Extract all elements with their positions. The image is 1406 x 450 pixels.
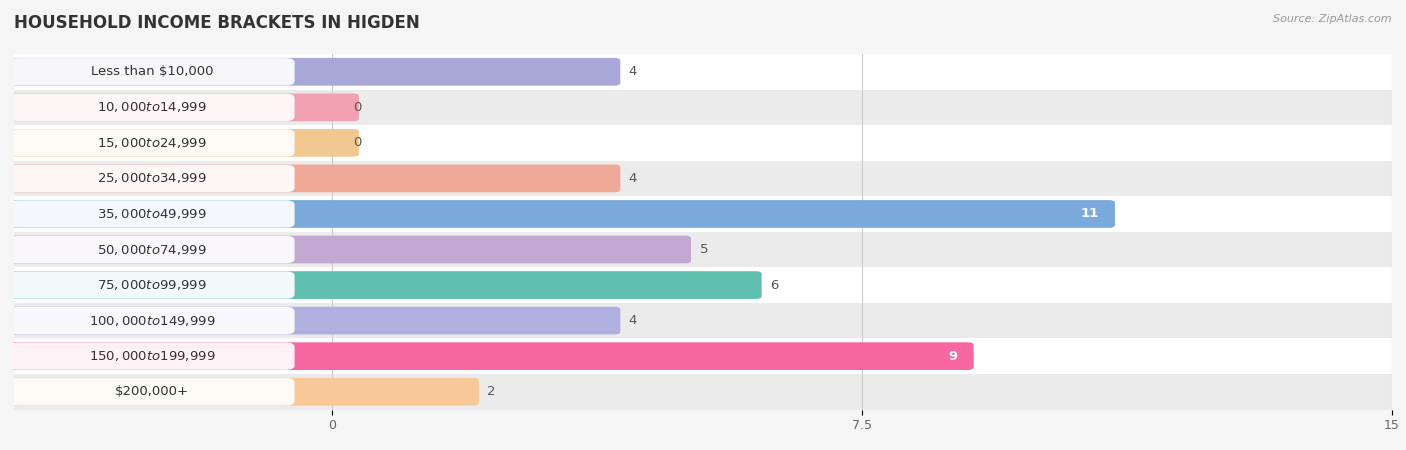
- FancyBboxPatch shape: [8, 200, 1115, 228]
- FancyBboxPatch shape: [8, 165, 620, 192]
- FancyBboxPatch shape: [8, 236, 295, 263]
- FancyBboxPatch shape: [8, 94, 359, 121]
- Text: $50,000 to $74,999: $50,000 to $74,999: [97, 243, 207, 256]
- Bar: [14, 267, 1392, 303]
- FancyBboxPatch shape: [8, 271, 762, 299]
- Bar: [14, 161, 1392, 196]
- FancyBboxPatch shape: [8, 307, 620, 334]
- FancyBboxPatch shape: [8, 236, 690, 263]
- Bar: [14, 90, 1392, 125]
- FancyBboxPatch shape: [8, 378, 479, 405]
- Text: $10,000 to $14,999: $10,000 to $14,999: [97, 100, 207, 114]
- FancyBboxPatch shape: [8, 200, 295, 228]
- FancyBboxPatch shape: [8, 307, 295, 334]
- Text: $25,000 to $34,999: $25,000 to $34,999: [97, 171, 207, 185]
- Bar: [14, 232, 1392, 267]
- FancyBboxPatch shape: [8, 165, 295, 192]
- Text: HOUSEHOLD INCOME BRACKETS IN HIGDEN: HOUSEHOLD INCOME BRACKETS IN HIGDEN: [14, 14, 420, 32]
- Text: 6: 6: [770, 279, 779, 292]
- Text: $75,000 to $99,999: $75,000 to $99,999: [97, 278, 207, 292]
- FancyBboxPatch shape: [8, 58, 620, 86]
- FancyBboxPatch shape: [8, 342, 973, 370]
- Bar: [14, 338, 1392, 374]
- Text: 11: 11: [1080, 207, 1098, 220]
- Text: $200,000+: $200,000+: [115, 385, 188, 398]
- FancyBboxPatch shape: [8, 58, 295, 86]
- Text: $35,000 to $49,999: $35,000 to $49,999: [97, 207, 207, 221]
- Text: 4: 4: [628, 65, 637, 78]
- FancyBboxPatch shape: [8, 378, 295, 405]
- Bar: [14, 54, 1392, 90]
- Bar: [14, 374, 1392, 410]
- Bar: [14, 303, 1392, 338]
- Text: 0: 0: [353, 136, 361, 149]
- Text: 2: 2: [488, 385, 496, 398]
- Text: 4: 4: [628, 314, 637, 327]
- Text: 9: 9: [948, 350, 957, 363]
- Text: 4: 4: [628, 172, 637, 185]
- Text: $150,000 to $199,999: $150,000 to $199,999: [89, 349, 215, 363]
- Text: 0: 0: [353, 101, 361, 114]
- FancyBboxPatch shape: [8, 342, 295, 370]
- FancyBboxPatch shape: [8, 129, 295, 157]
- Bar: [14, 125, 1392, 161]
- FancyBboxPatch shape: [8, 271, 295, 299]
- Text: $100,000 to $149,999: $100,000 to $149,999: [89, 314, 215, 328]
- FancyBboxPatch shape: [8, 94, 295, 121]
- Text: 5: 5: [699, 243, 709, 256]
- Text: Less than $10,000: Less than $10,000: [90, 65, 214, 78]
- FancyBboxPatch shape: [8, 129, 359, 157]
- Bar: [14, 196, 1392, 232]
- Text: $15,000 to $24,999: $15,000 to $24,999: [97, 136, 207, 150]
- Text: Source: ZipAtlas.com: Source: ZipAtlas.com: [1274, 14, 1392, 23]
